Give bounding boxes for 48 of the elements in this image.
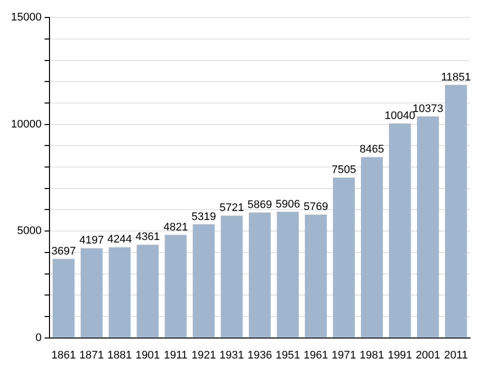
data-label: 5906 [276,198,300,210]
data-label: 4197 [79,234,104,247]
x-tick-label: 1961 [304,349,328,362]
data-label: 5319 [191,210,216,223]
y-tick-label: 5000 [17,225,42,238]
x-tick-label: 1901 [135,349,160,362]
x-tick-label: 2001 [416,349,440,362]
y-tick-label: 15000 [10,12,42,24]
x-tick-label: 1871 [79,349,104,362]
x-tick-label: 1936 [248,349,272,362]
data-label: 4244 [107,234,132,246]
x-tick-label: 1951 [276,349,300,362]
bar [192,224,215,338]
bar [276,212,299,338]
bar [445,84,467,338]
data-label: 5769 [304,201,328,214]
x-tick-label: 1921 [191,349,216,362]
bar [52,258,75,338]
y-tick-label: 0 [35,332,42,344]
data-label: 4361 [135,231,160,244]
x-tick-label: 1881 [107,349,132,362]
bar [136,244,159,338]
y-tick-label: 10000 [10,118,42,130]
data-label: 5721 [220,202,244,214]
data-label: 10040 [384,110,416,122]
bar [164,234,187,338]
bar [108,247,131,338]
x-tick-label: 2011 [444,349,468,362]
bar [304,214,327,338]
data-label: 4821 [163,221,188,234]
bar [360,157,383,338]
x-tick-label: 1911 [164,349,188,362]
x-tick-label: 1991 [388,349,412,362]
data-label: 7505 [332,164,356,176]
x-tick-label: 1971 [332,349,356,362]
bar [417,116,439,338]
data-label: 8465 [360,144,384,156]
x-tick-label: 1861 [51,349,76,362]
x-tick-label: 1931 [220,349,244,362]
bar [248,212,271,338]
data-label: 11851 [441,71,471,84]
x-tick-label: 1981 [360,349,384,362]
bar [332,178,355,338]
bar [220,216,243,338]
bar [388,123,411,338]
bar [80,248,103,338]
data-label: 5869 [248,199,272,212]
data-label: 3697 [51,245,76,258]
